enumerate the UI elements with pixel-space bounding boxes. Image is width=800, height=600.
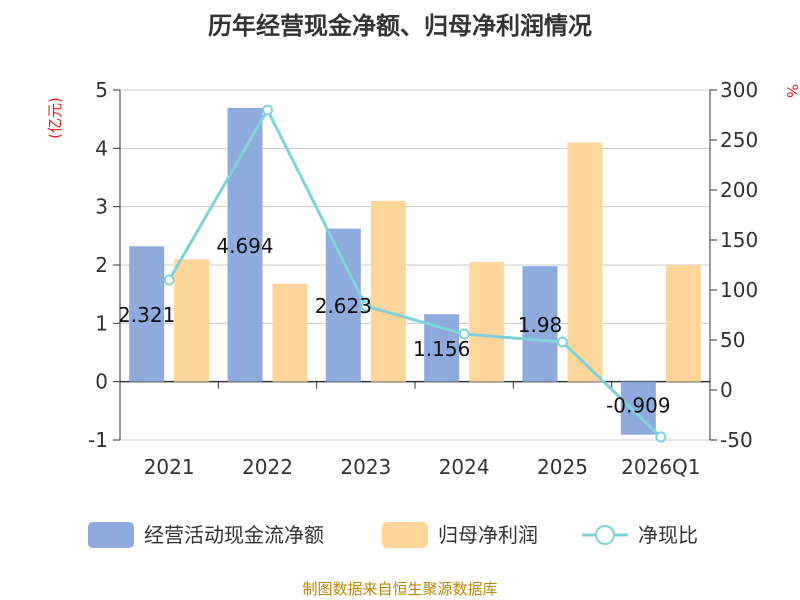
- cash-flow-data-label: 4.694: [216, 234, 273, 258]
- x-tick-label: 2021: [144, 455, 195, 479]
- right-tick-label: 50: [720, 328, 745, 352]
- left-axis-unit: (亿元): [46, 97, 64, 139]
- data-labels: 2.321 4.694 2.623 1.156 1.98 -0.909: [118, 234, 671, 418]
- cash-flow-data-label: 1.156: [413, 337, 470, 361]
- left-tick-label: 0: [95, 370, 108, 394]
- left-tick-label: -1: [88, 428, 108, 452]
- legend-label: 净现比: [638, 523, 698, 547]
- bars: [129, 107, 701, 435]
- net-profit-bar: [567, 142, 603, 382]
- ratio-point: [557, 336, 568, 348]
- right-tick-label: 150: [720, 228, 758, 252]
- cash-flow-data-label: 1.98: [518, 313, 563, 337]
- legend-swatch: [382, 522, 428, 548]
- ratio-point: [262, 104, 273, 116]
- right-axis-unit: %: [783, 84, 800, 98]
- chart-title: 历年经营现金净额、归母净利润情况: [208, 12, 592, 40]
- left-tick-label: 5: [95, 78, 108, 102]
- axes: -1 0 1 2 3 4 5 -50 0 50 100 150 200 250 300 2021 2022 202…: [88, 78, 758, 479]
- ratio-line: [163, 104, 667, 443]
- net-profit-bar: [469, 262, 505, 382]
- right-tick-label: 250: [720, 128, 758, 152]
- x-tick-label: 2025: [537, 455, 588, 479]
- right-tick-label: 100: [720, 278, 758, 302]
- ratio-polyline: [167, 106, 662, 439]
- ratio-point: [360, 300, 372, 312]
- left-tick-label: 3: [95, 195, 108, 219]
- cash-flow-bar: [325, 228, 361, 382]
- right-tick-label: 0: [720, 378, 733, 402]
- source-note: 制图数据来自恒生聚源数据库: [302, 580, 497, 598]
- right-tick-label: 200: [720, 178, 758, 202]
- legend-label: 归母净利润: [438, 523, 538, 547]
- x-tick-label: 2023: [340, 455, 391, 479]
- net-profit-bar: [665, 265, 701, 382]
- x-tick-label: 2024: [439, 455, 490, 479]
- left-tick-label: 2: [95, 253, 108, 277]
- net-profit-bar: [174, 259, 210, 382]
- right-tick-label: 300: [720, 78, 758, 102]
- cash-flow-data-label: 2.321: [118, 303, 175, 327]
- legend-marker: [595, 525, 615, 545]
- legend: 经营活动现金流净额 归母净利润 净现比: [88, 522, 698, 548]
- ratio-point: [655, 431, 667, 443]
- left-tick-label: 4: [95, 136, 108, 160]
- net-profit-bar: [272, 283, 308, 382]
- cash-flow-bar: [129, 246, 165, 382]
- left-tick-label: 1: [95, 311, 108, 335]
- right-tick-label: -50: [720, 428, 753, 452]
- legend-swatch: [88, 522, 134, 548]
- cash-flow-bar: [227, 107, 263, 382]
- ratio-point: [163, 274, 175, 286]
- legend-label: 经营活动现金流净额: [144, 523, 324, 547]
- cash-flow-data-label: 2.623: [315, 294, 372, 318]
- net-profit-bar: [370, 200, 406, 382]
- x-tick-label: 2026Q1: [621, 455, 700, 479]
- cash-flow-data-label: -0.909: [606, 394, 670, 418]
- ratio-point: [458, 328, 470, 340]
- x-tick-label: 2022: [242, 455, 293, 479]
- cash-flow-bar: [522, 266, 558, 382]
